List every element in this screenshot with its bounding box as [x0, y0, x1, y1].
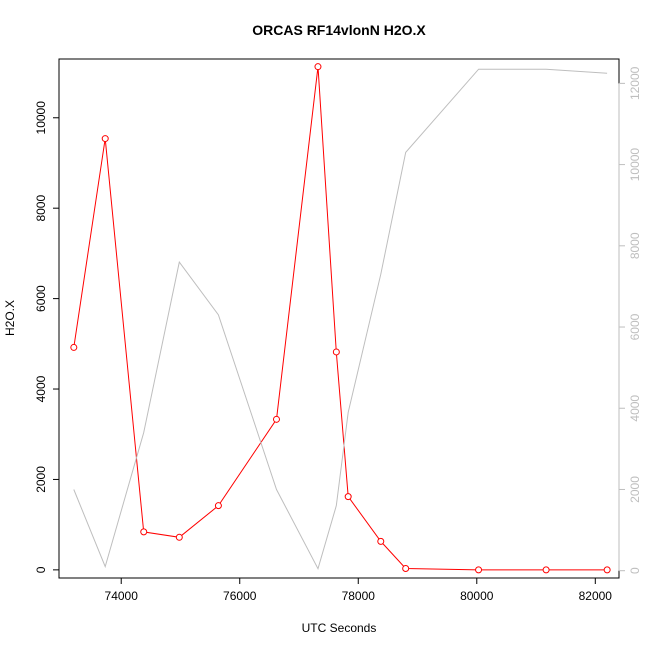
x-tick-label: 78000 — [342, 589, 376, 603]
data-point — [70, 343, 78, 351]
chart-title: ORCAS RF14vlonN H2O.X — [252, 22, 426, 38]
x-axis: 74000 76000 78000 80000 82000 — [105, 577, 613, 603]
x-tick-label: 82000 — [579, 589, 613, 603]
data-point — [314, 63, 322, 71]
y-tick-label: 10000 — [34, 101, 48, 135]
y2-tick-label: 10000 — [628, 148, 642, 182]
y-tick-label: 0 — [34, 566, 48, 573]
y-axis-right: 0 2000 4000 6000 8000 10000 12000 — [618, 66, 642, 574]
data-point — [140, 528, 148, 536]
series-line-0 — [73, 66, 608, 571]
x-axis-label: UTC Seconds — [302, 621, 377, 635]
y2-tick-label: 8000 — [628, 232, 642, 259]
data-point — [475, 566, 483, 574]
y-tick-label: 4000 — [34, 375, 48, 402]
y-axis-left: 0 2000 4000 6000 8000 10000 — [34, 101, 60, 573]
data-point — [175, 533, 183, 541]
y2-tick-label: 12000 — [628, 66, 642, 100]
y-tick-label: 2000 — [34, 466, 48, 493]
plot-frame — [58, 58, 620, 579]
series-layer — [70, 63, 611, 574]
series-line-1 — [73, 68, 608, 571]
y2-tick-label: 4000 — [628, 395, 642, 422]
data-point — [377, 537, 385, 545]
y-axis-label: H2O.X — [3, 300, 17, 336]
y2-tick-label: 0 — [628, 567, 642, 574]
data-point — [214, 502, 222, 510]
data-point — [272, 415, 280, 423]
data-point — [332, 348, 340, 356]
x-tick-label: 76000 — [223, 589, 257, 603]
y2-tick-label: 2000 — [628, 476, 642, 503]
x-tick-label: 80000 — [460, 589, 494, 603]
data-point — [101, 135, 109, 143]
data-point — [603, 566, 611, 574]
y-tick-label: 6000 — [34, 285, 48, 312]
x-tick-label: 74000 — [105, 589, 139, 603]
data-point — [542, 566, 550, 574]
y2-tick-label: 6000 — [628, 313, 642, 340]
y-tick-label: 8000 — [34, 195, 48, 222]
data-point — [344, 493, 352, 501]
data-point — [402, 565, 410, 573]
